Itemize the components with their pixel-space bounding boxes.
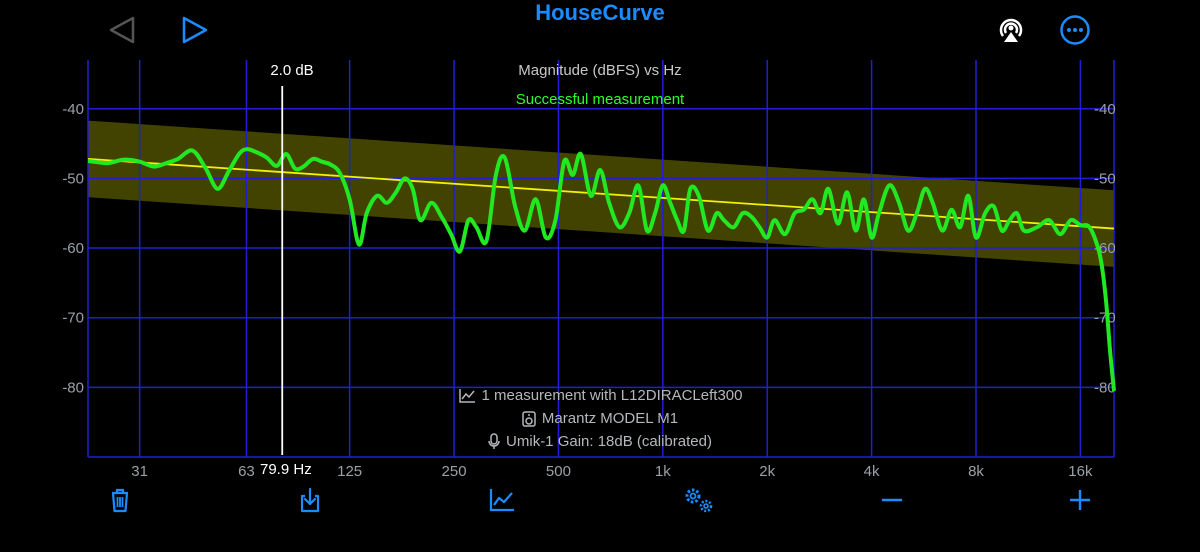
- measured-curve: [87, 147, 1116, 391]
- target-curve-line: [87, 158, 1115, 230]
- play-triangle-icon[interactable]: [181, 15, 209, 45]
- measurement-status: Successful measurement: [515, 91, 685, 108]
- trash-icon[interactable]: [104, 484, 136, 516]
- gears-icon[interactable]: [682, 484, 714, 516]
- y-tick-label-left: -70: [62, 310, 84, 327]
- y-tick-label-left: -80: [62, 379, 84, 396]
- microphone-icon: [488, 433, 500, 449]
- cursor-db-label: 2.0 dB: [270, 62, 314, 79]
- y-tick-label-right: -40: [1094, 101, 1116, 118]
- airplay-icon[interactable]: [996, 15, 1026, 45]
- measurement-summary: 1 measurement with L12DIRACLeft300: [481, 387, 743, 404]
- line-chart-small-icon: [458, 388, 475, 403]
- back-triangle-icon[interactable]: [108, 15, 136, 45]
- app-title: HouseCurve: [535, 0, 665, 25]
- y-tick-label-left: -40: [62, 101, 84, 118]
- x-tick-label: 63: [238, 463, 255, 480]
- x-tick-label: 500: [546, 463, 571, 480]
- cursor-hz-label: 79.9 Hz: [258, 461, 314, 478]
- chart-title: Magnitude (dBFS) vs Hz: [518, 62, 682, 79]
- x-tick-label: 1k: [655, 463, 671, 480]
- y-tick-label-right: -80: [1094, 379, 1116, 396]
- x-tick-label: 4k: [864, 463, 880, 480]
- x-tick-label: 8k: [968, 463, 984, 480]
- x-tick-label: 16k: [1068, 463, 1093, 480]
- download-icon[interactable]: [294, 484, 326, 516]
- more-ellipsis-icon[interactable]: [1059, 14, 1091, 46]
- x-tick-label: 31: [131, 463, 148, 480]
- microphone-info: Umik-1 Gain: 18dB (calibrated): [506, 433, 712, 450]
- measurement-info: 1 measurement with L12DIRACLeft300 Maran…: [360, 384, 840, 453]
- plus-icon[interactable]: [1064, 484, 1096, 516]
- line-chart-icon[interactable]: [486, 484, 518, 516]
- y-tick-label-right: -50: [1094, 170, 1116, 187]
- speaker-icon: [522, 410, 536, 427]
- y-tick-label-left: -60: [62, 240, 84, 257]
- minus-icon[interactable]: [876, 484, 908, 516]
- x-tick-label: 250: [442, 463, 467, 480]
- speaker-name: Marantz MODEL M1: [541, 410, 679, 427]
- x-tick-label: 2k: [759, 463, 775, 480]
- y-tick-label-right: -70: [1094, 310, 1116, 327]
- y-tick-label-left: -50: [62, 170, 84, 187]
- x-tick-label: 125: [337, 463, 362, 480]
